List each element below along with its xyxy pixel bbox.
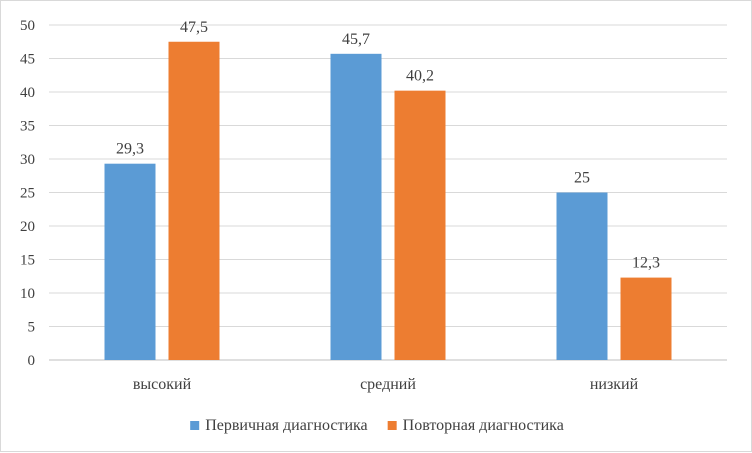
y-tick-label: 5 (28, 320, 36, 336)
x-axis: высокий средний низкий (133, 376, 639, 393)
data-labels: 29,3 47,5 45,7 40,2 25 12,3 (116, 19, 660, 272)
y-tick-label: 30 (20, 152, 35, 168)
x-tick-label: высокий (133, 376, 192, 393)
bar (394, 90, 446, 360)
legend-label: Повторная диагностика (403, 417, 564, 434)
legend-marker (190, 421, 200, 430)
legend-marker (387, 421, 397, 430)
data-label: 29,3 (116, 141, 144, 158)
bar (556, 192, 608, 360)
bar (168, 41, 220, 360)
x-tick-label: низкий (590, 376, 639, 393)
y-tick-label: 20 (20, 219, 35, 235)
bar (330, 53, 382, 361)
y-tick-label: 25 (20, 186, 35, 202)
y-tick-label: 45 (20, 52, 35, 68)
y-tick-label: 15 (20, 253, 35, 269)
data-label: 45,7 (342, 31, 370, 48)
y-tick-label: 35 (20, 119, 35, 135)
y-tick-label: 10 (20, 286, 35, 302)
gridlines (49, 24, 727, 361)
bar (104, 163, 156, 360)
bar (620, 277, 672, 360)
data-label: 12,3 (632, 255, 660, 272)
y-tick-label: 40 (20, 85, 35, 101)
x-tick-label: средний (360, 376, 416, 393)
data-label: 40,2 (406, 68, 434, 85)
legend-label: Первичная диагностика (205, 417, 367, 434)
y-axis: 0 5 10 15 20 25 30 35 40 45 50 (20, 18, 35, 369)
data-label: 47,5 (180, 19, 208, 36)
data-label: 25 (574, 170, 590, 187)
y-tick-label: 0 (28, 353, 36, 369)
legend: Первичная диагностика Повторная диагности… (190, 417, 564, 434)
y-tick-label: 50 (20, 18, 35, 34)
bars (104, 41, 672, 361)
